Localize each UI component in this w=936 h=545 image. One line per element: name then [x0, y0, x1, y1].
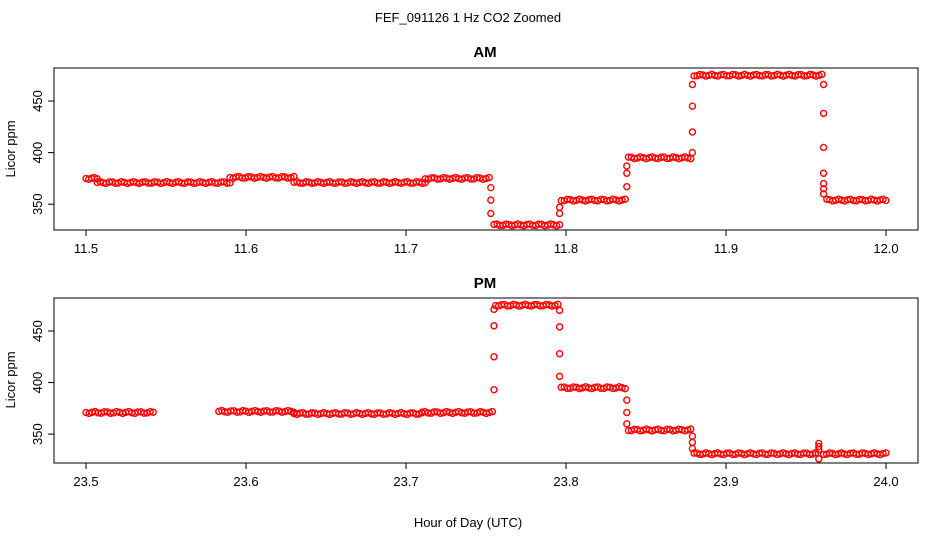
data-point: [487, 196, 495, 204]
y-tick-label-pm-2: 450: [30, 320, 45, 342]
panel-title-am: AM: [473, 44, 496, 61]
data-point: [819, 179, 828, 188]
data-point: [555, 209, 564, 218]
data-point: [623, 408, 631, 417]
data-point: [879, 449, 887, 458]
plot-frame-pm: [53, 297, 919, 464]
data-point: [555, 306, 564, 315]
y-axis-label-pm: Licor ppm: [3, 351, 18, 408]
x-tick-label-am-5: 12.0: [873, 241, 898, 256]
x-tick-label-pm-1: 23.6: [233, 474, 258, 489]
data-point: [819, 185, 828, 193]
data-point: [688, 148, 697, 157]
x-tick-label-am-1: 11.6: [234, 241, 258, 256]
x-tick-label-am-2: 11.7: [394, 241, 418, 256]
data-point: [819, 109, 828, 118]
data-point: [815, 445, 823, 454]
data-point: [555, 220, 564, 229]
data-point: [623, 162, 631, 170]
data-point: [223, 179, 231, 187]
x-tick-label-am-4: 11.9: [714, 241, 738, 256]
data-point: [687, 425, 695, 433]
data-points-pm: [82, 300, 890, 463]
data-point: [688, 80, 697, 89]
x-tick-label-pm-5: 24.0: [873, 474, 898, 489]
panel-pm: PM Licor ppm 23.5 23.6 23.7 23.8 23.9 24.0 350…: [3, 275, 919, 489]
data-point: [688, 128, 697, 136]
x-tick-label-pm-0: 23.5: [73, 474, 98, 489]
data-point: [555, 372, 564, 381]
data-point: [490, 305, 498, 314]
data-point: [146, 407, 154, 416]
data-point: [688, 438, 697, 447]
plot-frame-am: [53, 67, 919, 231]
data-points-am: [82, 70, 890, 230]
data-point: [623, 420, 631, 428]
y-tick-label-pm-1: 400: [30, 372, 45, 394]
data-point: [819, 169, 828, 177]
data-point: [487, 209, 495, 218]
x-tick-label-am-3: 11.8: [554, 241, 578, 256]
x-axis-label: Hour of Day (UTC): [414, 515, 522, 530]
y-axis-label-am: Licor ppm: [3, 120, 18, 177]
x-tick-label-pm-2: 23.7: [393, 474, 418, 489]
axis-ticks-am: 11.5 11.6 11.7 11.8 11.9 12.0 350 400 450: [30, 90, 899, 256]
data-point: [555, 203, 564, 211]
figure-title: FEF_091126 1 Hz CO2 Zoomed: [375, 10, 561, 25]
data-point: [490, 353, 498, 361]
panel-title-pm: PM: [474, 275, 497, 292]
data-point: [819, 143, 828, 152]
data-point: [882, 196, 890, 205]
data-point: [882, 449, 890, 457]
x-tick-label-pm-3: 23.8: [553, 474, 578, 489]
data-point: [688, 432, 697, 440]
data-point: [621, 384, 629, 393]
data-point: [488, 407, 497, 416]
data-point: [623, 182, 631, 191]
data-point: [490, 322, 498, 330]
data-point: [623, 396, 631, 404]
data-point: [819, 190, 828, 198]
axis-ticks-pm: 23.5 23.6 23.7 23.8 23.9 24.0 350 400 450: [30, 320, 899, 489]
data-point: [815, 455, 823, 463]
data-point: [621, 195, 629, 203]
data-point: [555, 349, 564, 358]
panel-am: AM Licor ppm 11.5 11.6 11.7 11.8 11.9 12.0 350…: [3, 44, 919, 256]
y-tick-label-pm-0: 350: [30, 423, 45, 445]
data-point: [815, 442, 823, 451]
data-point: [684, 154, 692, 162]
data-point: [555, 323, 564, 331]
y-tick-label-am-0: 350: [30, 193, 45, 215]
y-tick-label-am-2: 450: [30, 90, 45, 112]
data-point: [818, 70, 826, 79]
data-point: [485, 408, 494, 417]
x-tick-label-am-0: 11.5: [74, 241, 98, 256]
data-point: [490, 386, 498, 394]
data-point: [688, 444, 697, 453]
data-point: [485, 173, 493, 182]
data-point: [618, 196, 626, 204]
data-point: [487, 183, 495, 192]
y-tick-label-am-1: 400: [30, 142, 45, 164]
x-tick-label-pm-4: 23.9: [713, 474, 738, 489]
data-point: [819, 80, 828, 89]
data-point: [149, 408, 157, 416]
data-point: [688, 102, 697, 110]
data-point: [623, 169, 631, 177]
data-point: [684, 426, 692, 434]
